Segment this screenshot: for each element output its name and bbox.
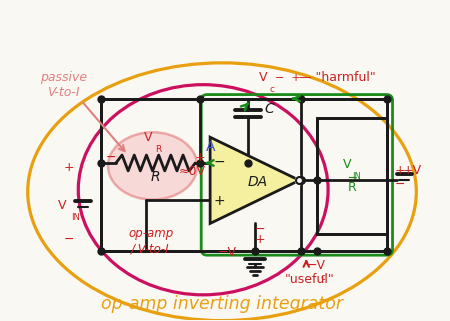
- Text: −  +: − +: [274, 73, 300, 83]
- Text: IN: IN: [72, 213, 80, 222]
- Text: V: V: [343, 159, 352, 171]
- Text: +: +: [254, 233, 265, 246]
- Text: +: +: [64, 161, 75, 174]
- Text: R: R: [151, 170, 160, 184]
- Bar: [101, 99, 387, 251]
- Text: +V: +V: [402, 164, 422, 178]
- Polygon shape: [210, 137, 299, 223]
- Text: C: C: [265, 102, 274, 117]
- Text: −: −: [395, 178, 405, 191]
- Text: A: A: [206, 140, 216, 154]
- Text: +: +: [213, 194, 225, 208]
- Text: +: +: [395, 164, 405, 178]
- Text: −V: −V: [217, 246, 237, 259]
- Text: −: −: [254, 223, 265, 236]
- Text: — "harmful": — "harmful": [299, 71, 376, 84]
- Text: +: +: [195, 151, 206, 164]
- Bar: [317, 118, 387, 234]
- Text: −: −: [106, 151, 116, 164]
- Text: c: c: [320, 273, 325, 282]
- Text: R: R: [347, 181, 356, 194]
- Text: "useful": "useful": [284, 273, 334, 286]
- Text: ─: ─: [348, 172, 356, 185]
- Text: passive
V-to-I: passive V-to-I: [40, 71, 87, 99]
- Text: ≈0V: ≈0V: [179, 165, 206, 178]
- Text: V: V: [144, 131, 153, 144]
- Text: op-amp inverting integrator: op-amp inverting integrator: [101, 295, 343, 313]
- Text: −: −: [213, 155, 225, 169]
- Text: R: R: [156, 145, 162, 154]
- Ellipse shape: [108, 132, 197, 200]
- Text: V: V: [58, 199, 67, 212]
- Text: −V: −V: [306, 259, 325, 272]
- Text: DA: DA: [248, 175, 268, 189]
- Text: c: c: [270, 85, 274, 94]
- Text: −: −: [64, 233, 75, 246]
- Text: op-amp
/ V-to-I: op-amp / V-to-I: [128, 227, 173, 256]
- Text: V: V: [259, 71, 268, 84]
- Text: IN: IN: [352, 172, 361, 181]
